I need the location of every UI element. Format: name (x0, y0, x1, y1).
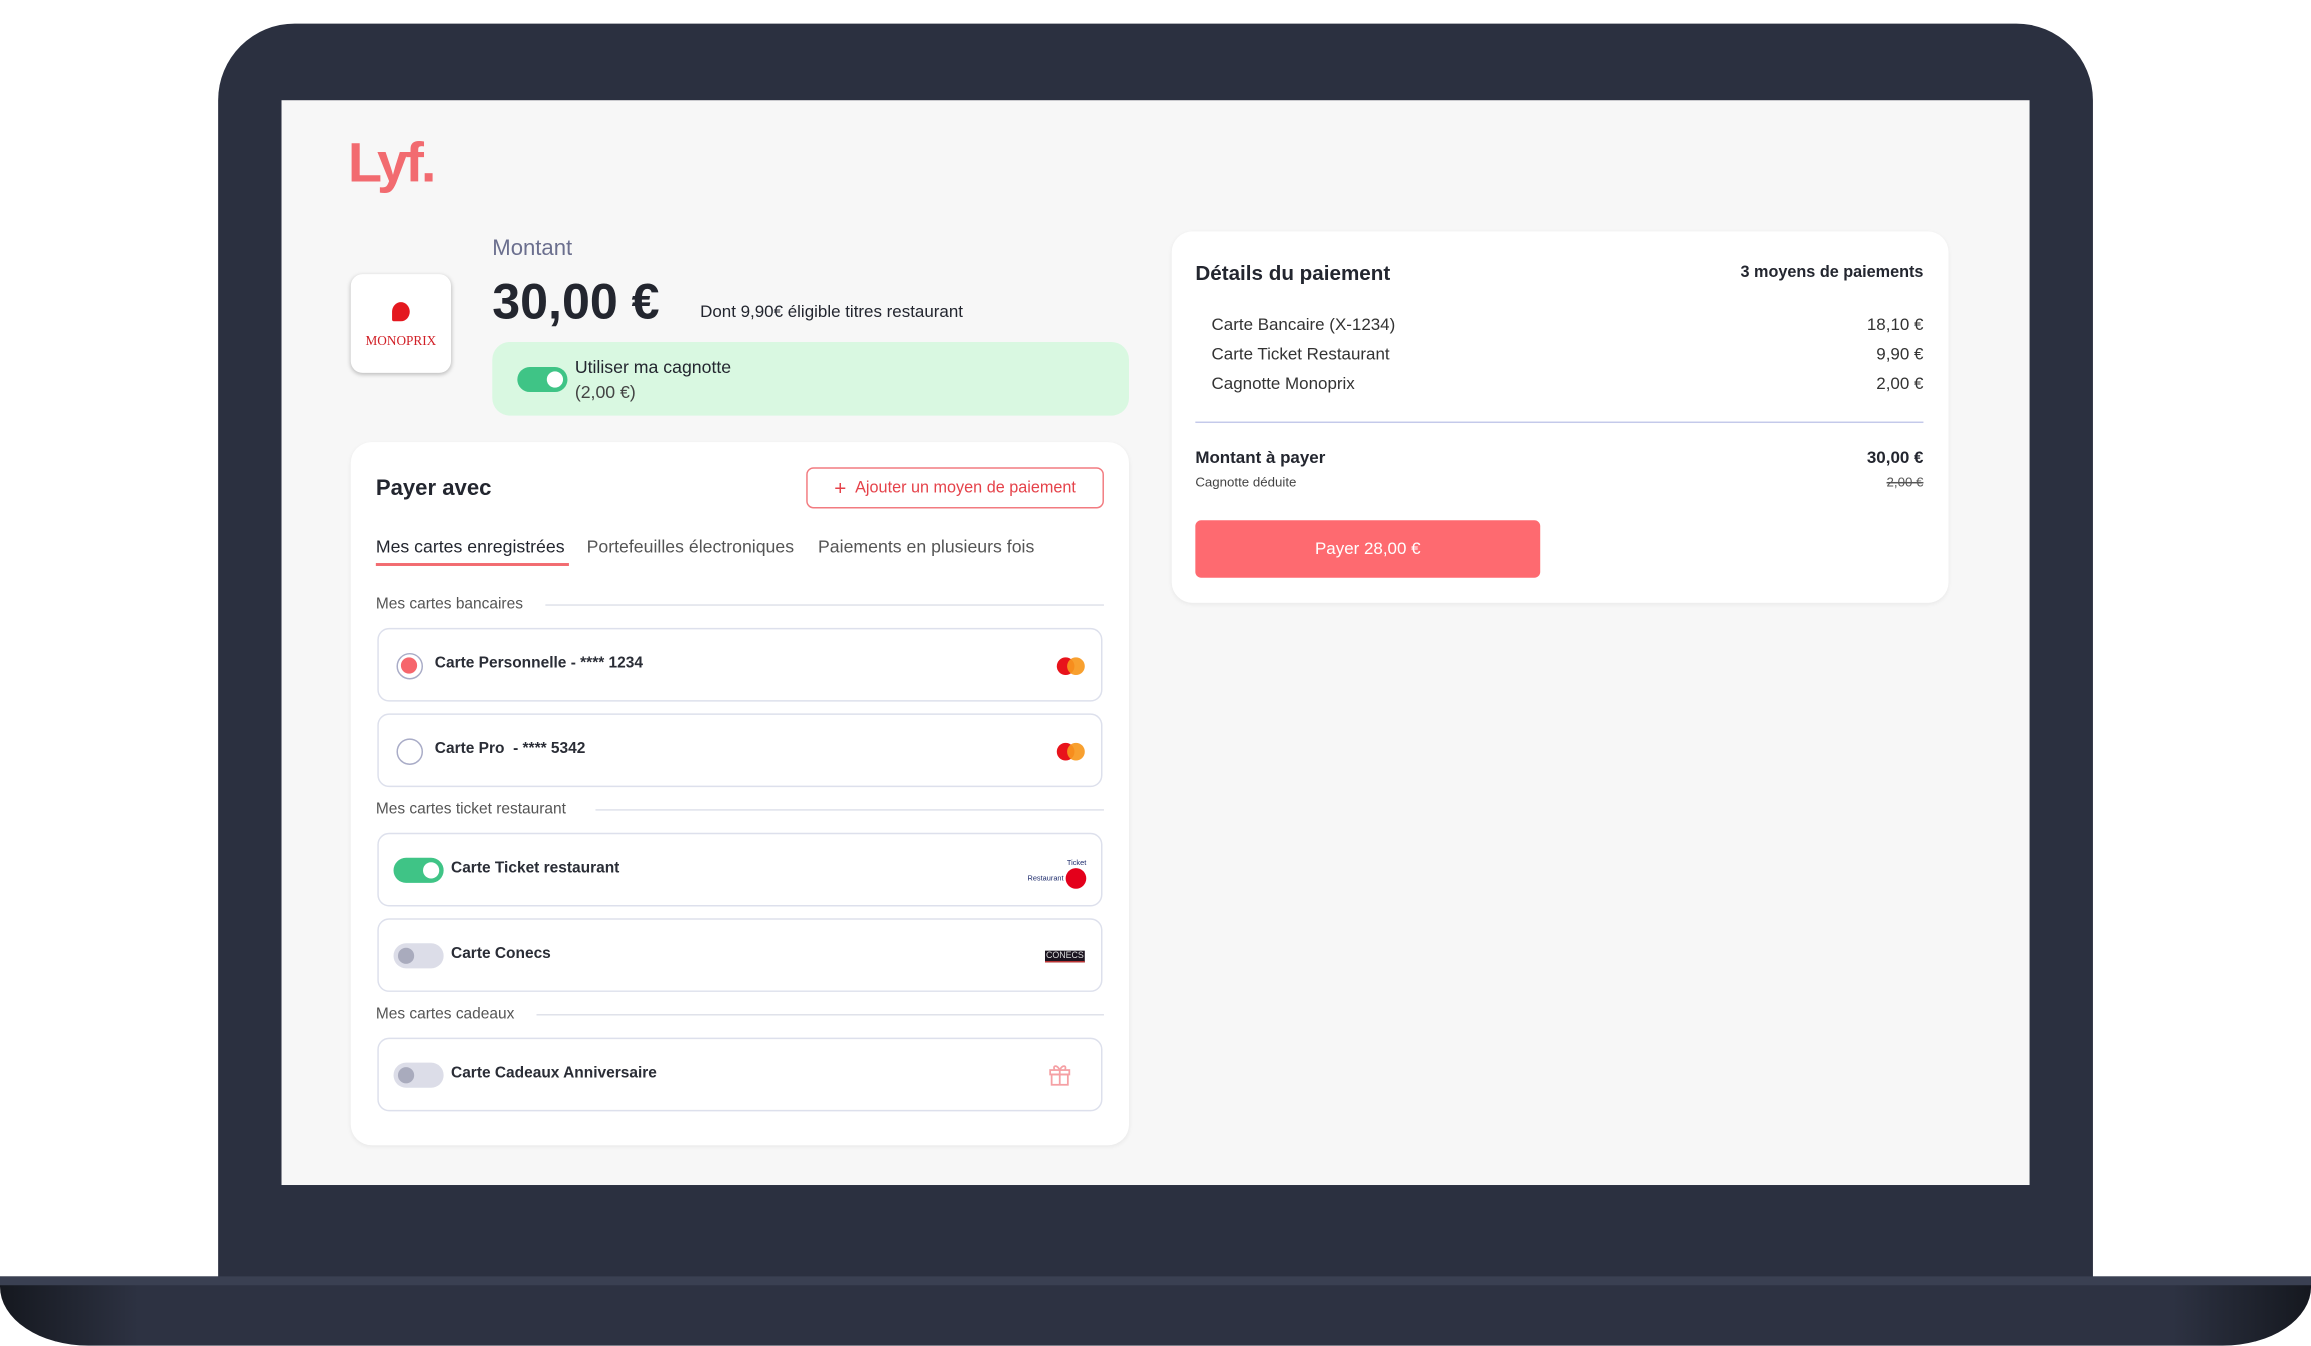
amount-label: Montant (492, 235, 573, 261)
payment-details-title: Détails du paiement (1195, 260, 1391, 285)
pay-with-card (350, 442, 1130, 1146)
card-toggle-off[interactable] (393, 943, 444, 969)
add-payment-method-label: Ajouter un moyen de paiement (855, 479, 1076, 497)
amount-value: 30,00 € (492, 274, 660, 331)
detail-label: Carte Bancaire (X-1234) (1211, 316, 1396, 335)
cagnotte-toggle[interactable] (517, 367, 568, 393)
amount-note: Dont 9,90€ éligible titres restaurant (700, 303, 963, 322)
total-row: Montant à payer 30,00 € (1195, 450, 1923, 468)
cagnotte-label: Utiliser ma cagnotte (574, 356, 732, 378)
detail-value: 9,90 € (1876, 346, 1924, 365)
cagnotte-panel (492, 341, 1130, 416)
merchant-logo: MONOPRIX (350, 274, 452, 373)
mastercard-icon (1056, 742, 1086, 761)
laptop-base-edge (0, 1276, 2311, 1286)
deduction-label: Cagnotte déduite (1195, 474, 1297, 490)
conecs-logo: CONECS (1044, 950, 1085, 963)
card-name: Carte Conecs (451, 944, 551, 963)
deduction-value: 2,00 € (1886, 474, 1924, 490)
add-payment-method-button[interactable]: + Ajouter un moyen de paiement (806, 467, 1104, 509)
payment-card-gift[interactable]: Carte Cadeaux Anniversaire (377, 1037, 1103, 1112)
card-name: Carte Ticket restaurant (451, 859, 620, 877)
card-name: Carte Pro - **** 5342 (434, 739, 586, 758)
card-name: Carte Cadeaux Anniversaire (451, 1064, 657, 1082)
tab-saved-cards[interactable]: Mes cartes enregistrées (375, 536, 565, 558)
cagnotte-amount: (2,00 €) (574, 381, 636, 403)
deduction-row: Cagnotte déduite 2,00 € (1195, 475, 1923, 490)
card-toggle-on[interactable] (393, 857, 444, 883)
detail-row: Carte Ticket Restaurant 9,90 € (1212, 346, 1924, 364)
merchant-logo-text: MONOPRIX (365, 333, 437, 348)
radio-unselected[interactable] (396, 738, 424, 765)
detail-row: Carte Bancaire (X-1234) 18,10 € (1212, 317, 1924, 335)
payment-card-pro[interactable]: Carte Pro - **** 5342 (377, 713, 1103, 788)
detail-label: Carte Ticket Restaurant (1211, 346, 1390, 365)
payment-card-conecs[interactable]: Carte Conecs CONECS (377, 918, 1103, 992)
payment-methods-count: 3 moyens de paiements (1740, 263, 1924, 282)
mastercard-icon (1056, 657, 1086, 676)
ticket-restaurant-edenred-logo: Ticket Restaurant (1028, 860, 1087, 889)
divider (595, 809, 1104, 811)
detail-label: Cagnotte Monoprix (1211, 375, 1355, 394)
card-toggle-off[interactable] (393, 1062, 444, 1088)
divider (545, 604, 1104, 606)
detail-row: Cagnotte Monoprix 2,00 € (1212, 376, 1924, 394)
lyf-logo: Lyf. (347, 132, 437, 195)
divider (1195, 421, 1924, 424)
payment-card-personal[interactable]: Carte Personnelle - **** 1234 (377, 627, 1103, 702)
payment-card-ticket-restaurant[interactable]: Carte Ticket restaurant Ticket Restaurant (377, 832, 1103, 907)
pay-button[interactable]: Payer 28,00 € (1195, 520, 1541, 578)
section-meal-cards: Mes cartes ticket restaurant (375, 800, 566, 819)
section-gift-cards: Mes cartes cadeaux (375, 1005, 515, 1023)
divider (536, 1014, 1104, 1016)
laptop-base (0, 1276, 2311, 1346)
detail-value: 2,00 € (1876, 375, 1924, 394)
radio-selected[interactable] (396, 652, 424, 680)
tab-installments[interactable]: Paiements en plusieurs fois (818, 536, 1035, 558)
monoprix-comma-icon (392, 302, 410, 322)
tab-e-wallets[interactable]: Portefeuilles électroniques (586, 536, 795, 558)
pay-with-title: Payer avec (375, 476, 492, 502)
total-label: Montant à payer (1195, 449, 1326, 468)
plus-icon: + (834, 476, 847, 500)
section-bank-cards: Mes cartes bancaires (375, 595, 523, 614)
total-value: 30,00 € (1866, 449, 1924, 468)
gift-icon (1049, 1065, 1071, 1086)
detail-value: 18,10 € (1866, 316, 1924, 335)
card-name: Carte Personnelle - **** 1234 (434, 654, 643, 673)
active-tab-indicator (375, 563, 569, 566)
